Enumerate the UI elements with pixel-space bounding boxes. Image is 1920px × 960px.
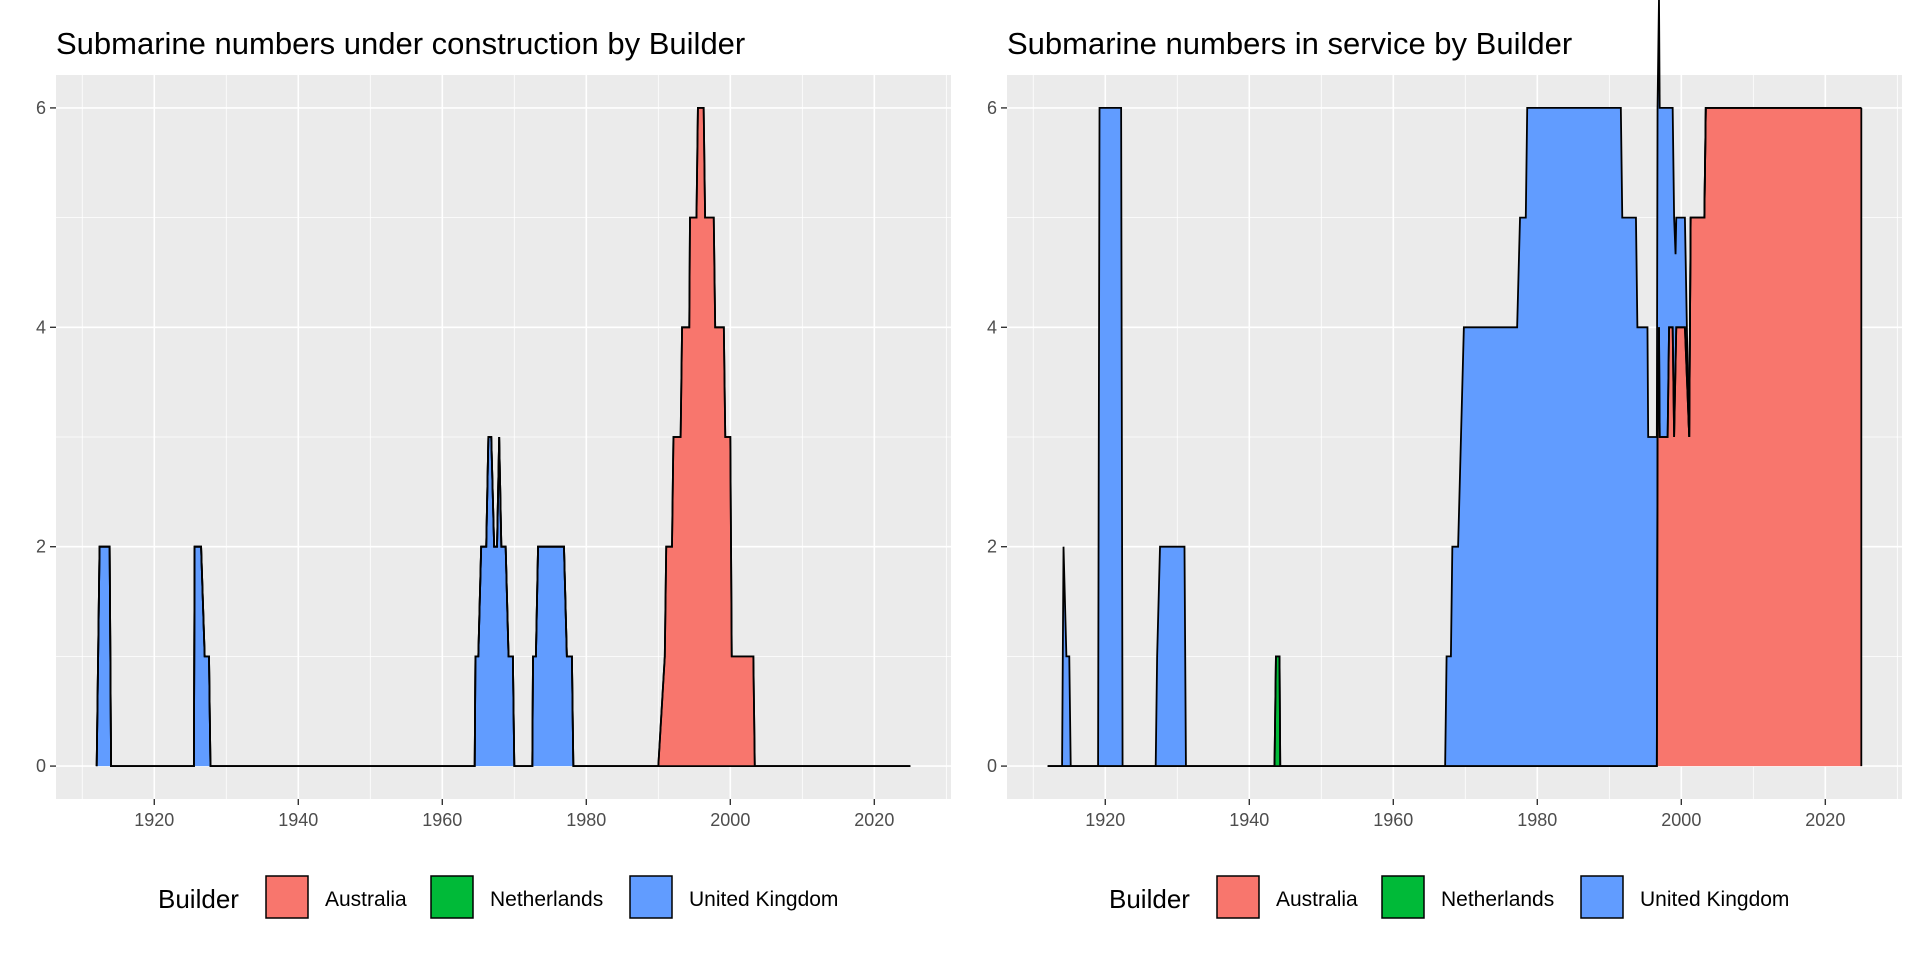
y-tick-label: 2 bbox=[987, 537, 997, 557]
legend-label-netherlands: Netherlands bbox=[490, 888, 603, 911]
y-tick-label: 0 bbox=[987, 756, 997, 776]
legend-key-united-kingdom bbox=[629, 875, 673, 919]
legend-label-australia: Australia bbox=[325, 888, 407, 911]
y-tick-label: 4 bbox=[987, 317, 997, 337]
x-tick-label: 2020 bbox=[854, 810, 894, 830]
y-tick-label: 4 bbox=[36, 317, 46, 337]
area-australia bbox=[96, 107, 911, 767]
x-tick-label: 1920 bbox=[1085, 810, 1125, 830]
legend-label-united-kingdom: United Kingdom bbox=[1640, 888, 1789, 911]
chart-panel-service: Submarine numbers in service by Builder … bbox=[987, 0, 1902, 830]
area-united-kingdom bbox=[96, 437, 911, 767]
areas-construction bbox=[96, 107, 911, 767]
x-tick-label: 1960 bbox=[422, 810, 462, 830]
legend-key-netherlands bbox=[1381, 875, 1425, 919]
x-tick-label: 2000 bbox=[710, 810, 750, 830]
x-axis-service: 1920 1940 1960 1980 2000 2020 bbox=[1085, 799, 1845, 830]
legend-label-united-kingdom: United Kingdom bbox=[689, 888, 838, 911]
y-tick-label: 2 bbox=[36, 537, 46, 557]
outline-united-kingdom bbox=[1047, 0, 1862, 767]
legend-title: Builder bbox=[1109, 884, 1190, 914]
y-axis-service: 0 2 4 6 bbox=[987, 98, 1007, 776]
y-tick-label: 6 bbox=[987, 98, 997, 118]
outline-construction bbox=[95, 107, 911, 767]
x-tick-label: 1920 bbox=[134, 810, 174, 830]
x-tick-label: 1940 bbox=[278, 810, 318, 830]
legend-label-netherlands: Netherlands bbox=[1441, 888, 1554, 911]
y-tick-label: 0 bbox=[36, 756, 46, 776]
legend-service: Builder Australia Netherlands United Kin… bbox=[1109, 875, 1789, 919]
x-tick-label: 1960 bbox=[1373, 810, 1413, 830]
x-tick-label: 2000 bbox=[1661, 810, 1701, 830]
legend-key-australia bbox=[265, 875, 309, 919]
x-axis-construction: 1920 1940 1960 1980 2000 2020 bbox=[134, 799, 894, 830]
chart-panel-construction: Submarine numbers under construction by … bbox=[36, 26, 951, 830]
x-tick-label: 1980 bbox=[566, 810, 606, 830]
y-axis-construction: 0 2 4 6 bbox=[36, 98, 56, 776]
legend-title: Builder bbox=[158, 884, 239, 914]
legend-key-australia bbox=[1216, 875, 1260, 919]
x-tick-label: 1940 bbox=[1229, 810, 1269, 830]
legend-construction: Builder Australia Netherlands United Kin… bbox=[158, 875, 838, 919]
chart-title-service: Submarine numbers in service by Builder bbox=[1007, 26, 1572, 61]
legend-key-netherlands bbox=[430, 875, 474, 919]
outline-service bbox=[1047, 0, 1863, 767]
x-tick-label: 2020 bbox=[1805, 810, 1845, 830]
y-tick-label: 6 bbox=[36, 98, 46, 118]
chart-title-construction: Submarine numbers under construction by … bbox=[56, 26, 745, 61]
legend-label-australia: Australia bbox=[1276, 888, 1358, 911]
legend-key-united-kingdom bbox=[1580, 875, 1624, 919]
x-tick-label: 1980 bbox=[1517, 810, 1557, 830]
outline-netherlands bbox=[95, 107, 911, 767]
